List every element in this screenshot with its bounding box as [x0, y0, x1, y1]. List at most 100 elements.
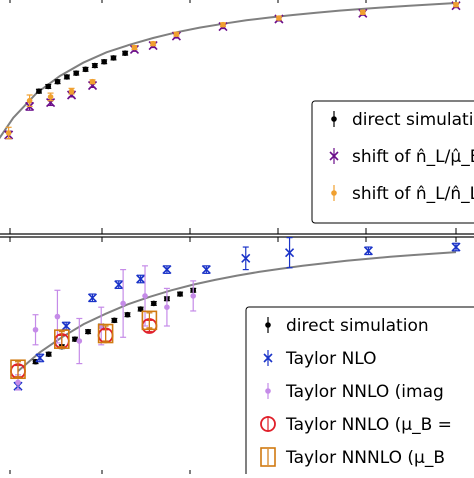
top-series-2-point-1 — [5, 130, 12, 136]
top-series-2-point-12 — [453, 1, 459, 8]
bottom-series-1-point-1 — [35, 353, 45, 363]
top-legend-marker-1-stroke-b — [329, 151, 339, 161]
bottom-series-1-point-5 — [136, 274, 146, 284]
top-series-2-point-5 — [89, 78, 96, 85]
top-series-2-point-4 — [68, 88, 75, 94]
top-legend-label-0: direct simulation — [352, 110, 474, 130]
top-series-1-point-3 — [46, 98, 56, 108]
bottom-legend-marker-3 — [260, 416, 276, 432]
top-series-1-point-4 — [66, 90, 77, 100]
top-series-2-point-9 — [220, 21, 226, 28]
top-legend-marker-2 — [331, 190, 337, 196]
bottom-legend-marker-1 — [263, 353, 273, 363]
top-series-2-point-6 — [131, 44, 138, 51]
bottom-series-1-point-9-stroke-b — [284, 248, 295, 258]
bottom-legend-marker-1-stroke-b — [263, 353, 273, 363]
bottom-series-0-point-3 — [72, 336, 78, 342]
bottom-series-1-point-7-stroke-b — [201, 265, 211, 275]
top-legend-label-2: shift of n̂_L/n̂_L^SBL — [352, 184, 474, 204]
top-series-1-point-3-stroke-b — [46, 98, 56, 108]
bottom-legend-label-3: Taylor NNLO (μ_B = — [285, 415, 452, 435]
bottom-legend-label-2: Taylor NNLO (imag — [285, 382, 444, 402]
bottom-legend-label-0: direct simulation — [286, 316, 429, 336]
bottom-series-0-point-11 — [177, 291, 183, 297]
bottom-legend-box — [245, 306, 474, 478]
bottom-series-0-point-6 — [111, 317, 118, 324]
top-series-2-point-7 — [150, 40, 156, 47]
bottom-series-1 — [13, 237, 461, 391]
top-legend-label-1: shift of n̂_L/μ̂_B — [352, 147, 474, 167]
top-series-0-point-0 — [36, 88, 42, 94]
top-legend-marker-0 — [331, 116, 337, 122]
bottom-series-1-point-5-stroke-b — [136, 274, 146, 284]
bottom-series-4-point-3 — [141, 310, 158, 331]
bottom-series-1-point-10-stroke-b — [363, 246, 373, 256]
bottom-series-1-point-6-stroke-b — [162, 265, 172, 275]
top-series-2-point-10 — [276, 15, 282, 21]
bottom-series-2-point-1 — [32, 326, 39, 333]
top-panel: direct simulation shift of n̂_L/μ̂_Bshift… — [0, 0, 474, 235]
top-series-0-point-2 — [54, 78, 61, 85]
bottom-fit-curve — [17, 251, 457, 372]
bottom-series-4-point-2 — [97, 323, 114, 344]
top-axes-frame — [0, 233, 474, 235]
bottom-series-2-point-8 — [190, 293, 196, 299]
bottom-series-2-point-2 — [54, 313, 61, 320]
top-series-2-point-11 — [360, 9, 366, 16]
bottom-series-1-point-11 — [451, 242, 461, 252]
bottom-series-3 — [10, 318, 158, 380]
top-series-0-point-6 — [92, 62, 98, 69]
bottom-series-2-point-3 — [76, 338, 83, 344]
top-series-0-point-9 — [122, 50, 128, 56]
top-series-2-point-8 — [173, 31, 180, 37]
bottom-series-0-point-7 — [124, 311, 131, 318]
bottom-series-1-point-3 — [87, 293, 98, 303]
top-series-0-point-7 — [101, 58, 107, 65]
bottom-legend-label-4: Taylor NNNLO (μ_B — [285, 448, 445, 468]
bottom-series-4 — [10, 310, 158, 380]
bottom-series-1-point-10 — [363, 246, 373, 256]
bottom-series-0-point-4 — [85, 328, 91, 335]
bottom-series-2-point-6 — [142, 293, 148, 299]
bottom-legend-marker-0 — [265, 322, 271, 328]
bottom-legend-label-1: Taylor NLO — [285, 349, 377, 369]
top-series-1-point-4-stroke-b — [66, 90, 77, 100]
bottom-series-1-point-6 — [162, 265, 172, 275]
bottom-series-1-point-3-stroke-b — [87, 293, 98, 303]
bottom-series-1-point-11-stroke-b — [451, 242, 461, 252]
top-series-0-point-1 — [45, 83, 52, 90]
bottom-series-4-point-0 — [10, 359, 26, 380]
bottom-series-1-point-2-stroke-b — [61, 321, 71, 331]
top-series-0-point-5 — [82, 66, 89, 73]
bottom-series-0-point-8 — [137, 306, 144, 312]
bottom-series-2 — [15, 265, 197, 391]
bottom-series-1-point-4 — [114, 280, 124, 290]
bottom-series-1-point-7 — [201, 265, 211, 275]
bottom-series-0-point-1 — [45, 351, 52, 358]
top-legend-box — [311, 100, 474, 224]
top-series-0-point-3 — [64, 74, 70, 80]
bottom-legend-marker-2 — [265, 388, 271, 394]
top-series-0-point-4 — [73, 70, 80, 76]
top-legend: direct simulation shift of n̂_L/μ̂_Bshift… — [311, 100, 474, 224]
bottom-series-2-point-7 — [164, 304, 170, 311]
bottom-series-1-point-2 — [61, 321, 71, 331]
bottom-series-2-point-0 — [15, 379, 21, 386]
bottom-legend: direct simulation Taylor NLO Taylor NNLO (… — [245, 306, 474, 478]
top-series-2-point-2 — [26, 97, 33, 104]
top-series-1-point-5 — [87, 80, 98, 91]
bottom-series-1-point-9 — [284, 248, 295, 258]
top-legend-marker-1 — [329, 151, 339, 161]
top-series-0-point-8 — [110, 55, 117, 61]
bottom-series-1-point-8 — [241, 253, 251, 263]
bottom-series-2-point-5 — [120, 300, 126, 307]
top-series-1-point-5-stroke-b — [87, 80, 98, 91]
bottom-panel: direct simulation Taylor NLO Taylor NNLO (… — [0, 236, 474, 478]
top-series-2-point-3 — [47, 94, 54, 100]
top-series-2 — [5, 1, 459, 140]
top-series-0 — [35, 50, 129, 94]
bottom-series-0-point-9 — [150, 300, 157, 307]
bottom-series-4-point-1 — [53, 329, 70, 349]
